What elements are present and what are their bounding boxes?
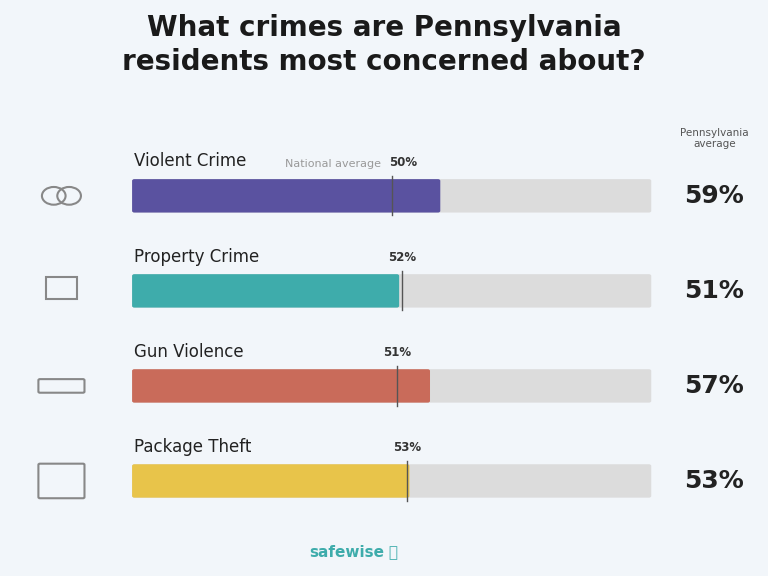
Text: Pennsylvania
average: Pennsylvania average bbox=[680, 127, 749, 149]
Text: 50%: 50% bbox=[389, 156, 417, 169]
Text: Property Crime: Property Crime bbox=[134, 248, 260, 266]
Text: Package Theft: Package Theft bbox=[134, 438, 252, 456]
Text: What crimes are Pennsylvania
residents most concerned about?: What crimes are Pennsylvania residents m… bbox=[122, 14, 646, 76]
FancyBboxPatch shape bbox=[132, 369, 430, 403]
FancyBboxPatch shape bbox=[132, 369, 651, 403]
FancyBboxPatch shape bbox=[132, 179, 440, 213]
Text: Violent Crime: Violent Crime bbox=[134, 153, 247, 170]
FancyBboxPatch shape bbox=[132, 464, 409, 498]
Text: safewise: safewise bbox=[309, 545, 384, 560]
Text: Gun Violence: Gun Violence bbox=[134, 343, 244, 361]
Text: 52%: 52% bbox=[388, 251, 416, 264]
FancyBboxPatch shape bbox=[132, 274, 399, 308]
Text: 53%: 53% bbox=[393, 441, 421, 454]
Text: 57%: 57% bbox=[684, 374, 744, 398]
Text: 🦉: 🦉 bbox=[384, 545, 398, 560]
Text: 51%: 51% bbox=[684, 279, 744, 303]
FancyBboxPatch shape bbox=[132, 274, 651, 308]
Text: National average: National average bbox=[285, 160, 388, 169]
FancyBboxPatch shape bbox=[132, 179, 651, 213]
Text: 59%: 59% bbox=[684, 184, 744, 208]
Text: 53%: 53% bbox=[684, 469, 744, 493]
FancyBboxPatch shape bbox=[132, 464, 651, 498]
Text: 51%: 51% bbox=[382, 346, 411, 359]
